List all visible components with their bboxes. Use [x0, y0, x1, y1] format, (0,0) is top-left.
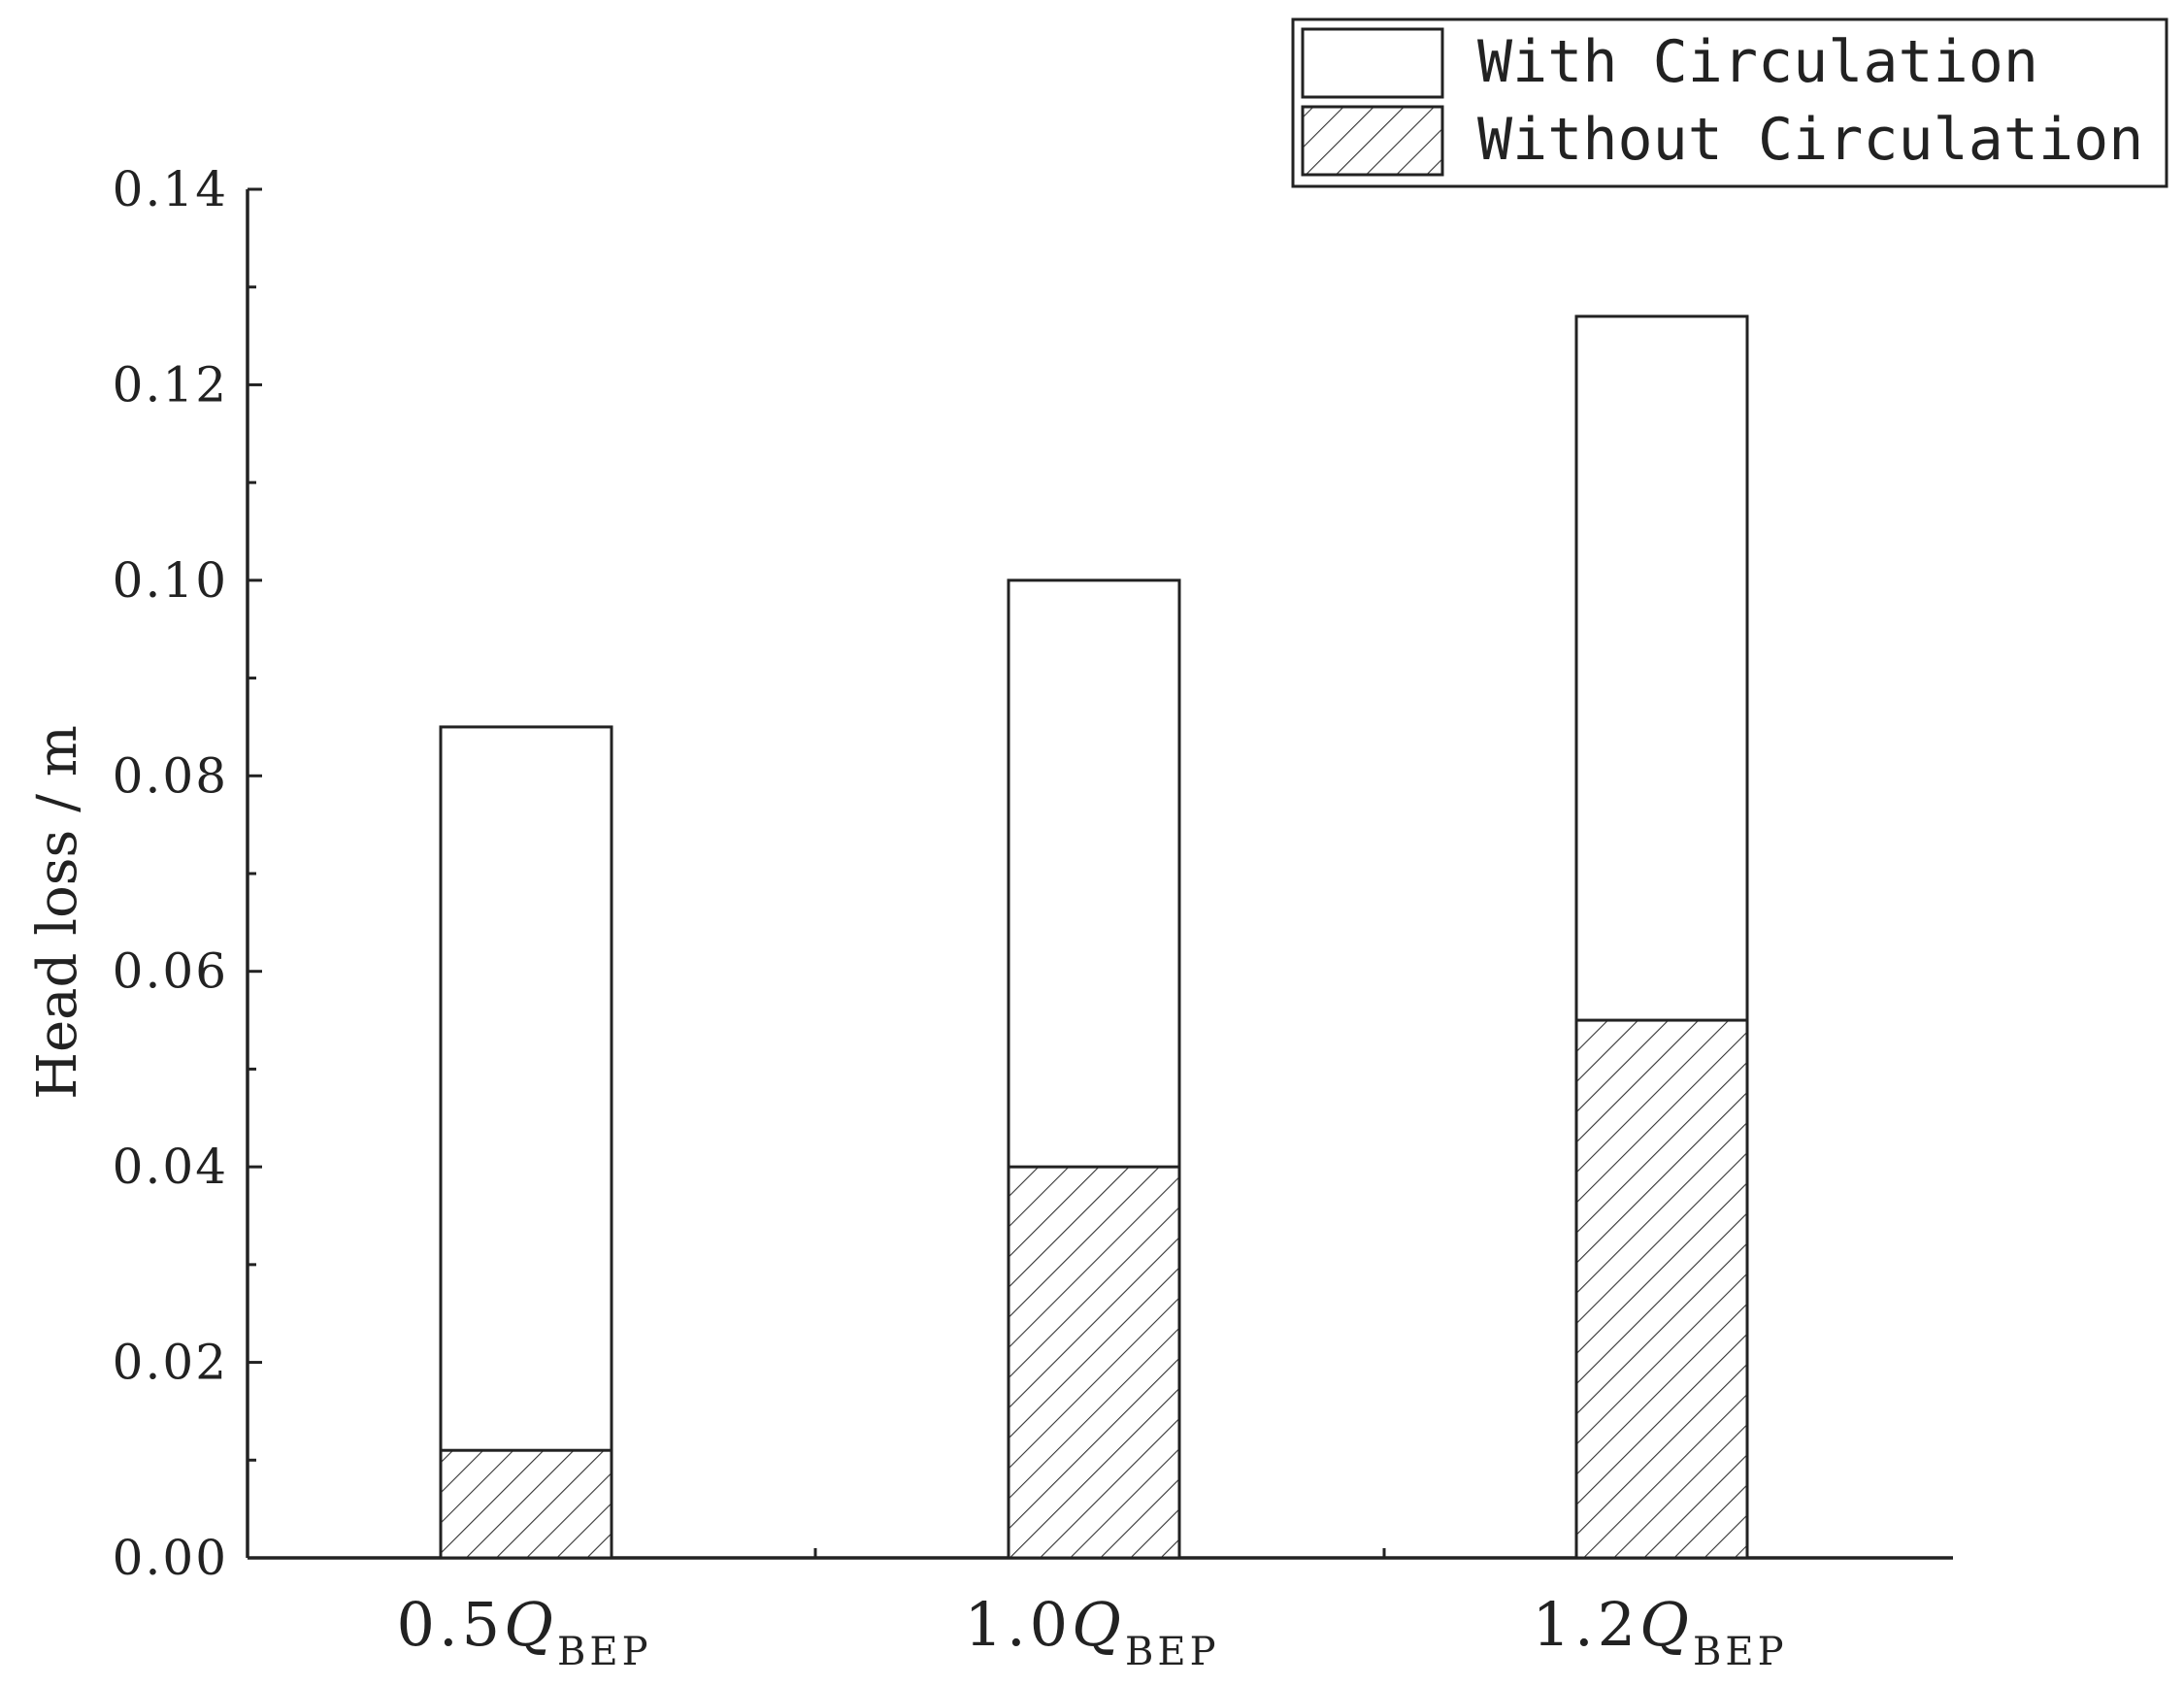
y-tick-label: 0.10 [113, 552, 228, 609]
x-tick-labels: 0.5QBEP 1.0QBEP 1.2QBEP [397, 1589, 1788, 1674]
x-tick-label-value: 0.5 [397, 1589, 505, 1660]
y-tick-label: 0.06 [113, 943, 228, 1000]
axes: 0.00 0.02 0.04 0.06 0.08 0.10 0.12 0.14 Head los… [26, 161, 1953, 1586]
y-tick-label: 0.04 [113, 1139, 228, 1195]
bar-without-circulation [439, 1448, 613, 1560]
bars [439, 314, 1749, 1560]
legend-swatch [1301, 105, 1444, 177]
x-tick-label-q: Q [1072, 1589, 1125, 1660]
x-tick-label: 1.2QBEP [1533, 1589, 1788, 1674]
bar-without-circulation [1574, 1018, 1749, 1560]
legend: With Circulation Without Circulation [1291, 17, 2168, 188]
x-tick-label: 1.0QBEP [965, 1589, 1220, 1674]
bar-with-circulation [439, 725, 613, 1560]
bar-without-circulation [1007, 1165, 1181, 1560]
legend-label: Without Circulation [1477, 106, 2143, 174]
y-tick-label: 0.02 [113, 1335, 228, 1391]
legend-label: With Circulation [1477, 28, 2038, 96]
x-tick-label: 0.5QBEP [397, 1589, 652, 1674]
y-tick-label: 0.08 [113, 747, 228, 804]
x-tick-label-value: 1.0 [965, 1589, 1073, 1660]
x-tick-label-q: Q [504, 1589, 557, 1660]
x-tick-label-q: Q [1639, 1589, 1693, 1660]
x-tick-label-subscript: BEP [557, 1630, 652, 1674]
y-tick-label: 0.00 [113, 1530, 228, 1586]
x-tick-label-subscript: BEP [1693, 1630, 1788, 1674]
x-tick-label-subscript: BEP [1125, 1630, 1220, 1674]
y-tick-label: 0.12 [113, 356, 228, 413]
y-tick-label: 0.14 [113, 161, 228, 217]
y-axis-title: Head loss / m [26, 725, 89, 1100]
legend-swatch [1301, 27, 1444, 99]
x-tick-label-value: 1.2 [1533, 1589, 1640, 1660]
